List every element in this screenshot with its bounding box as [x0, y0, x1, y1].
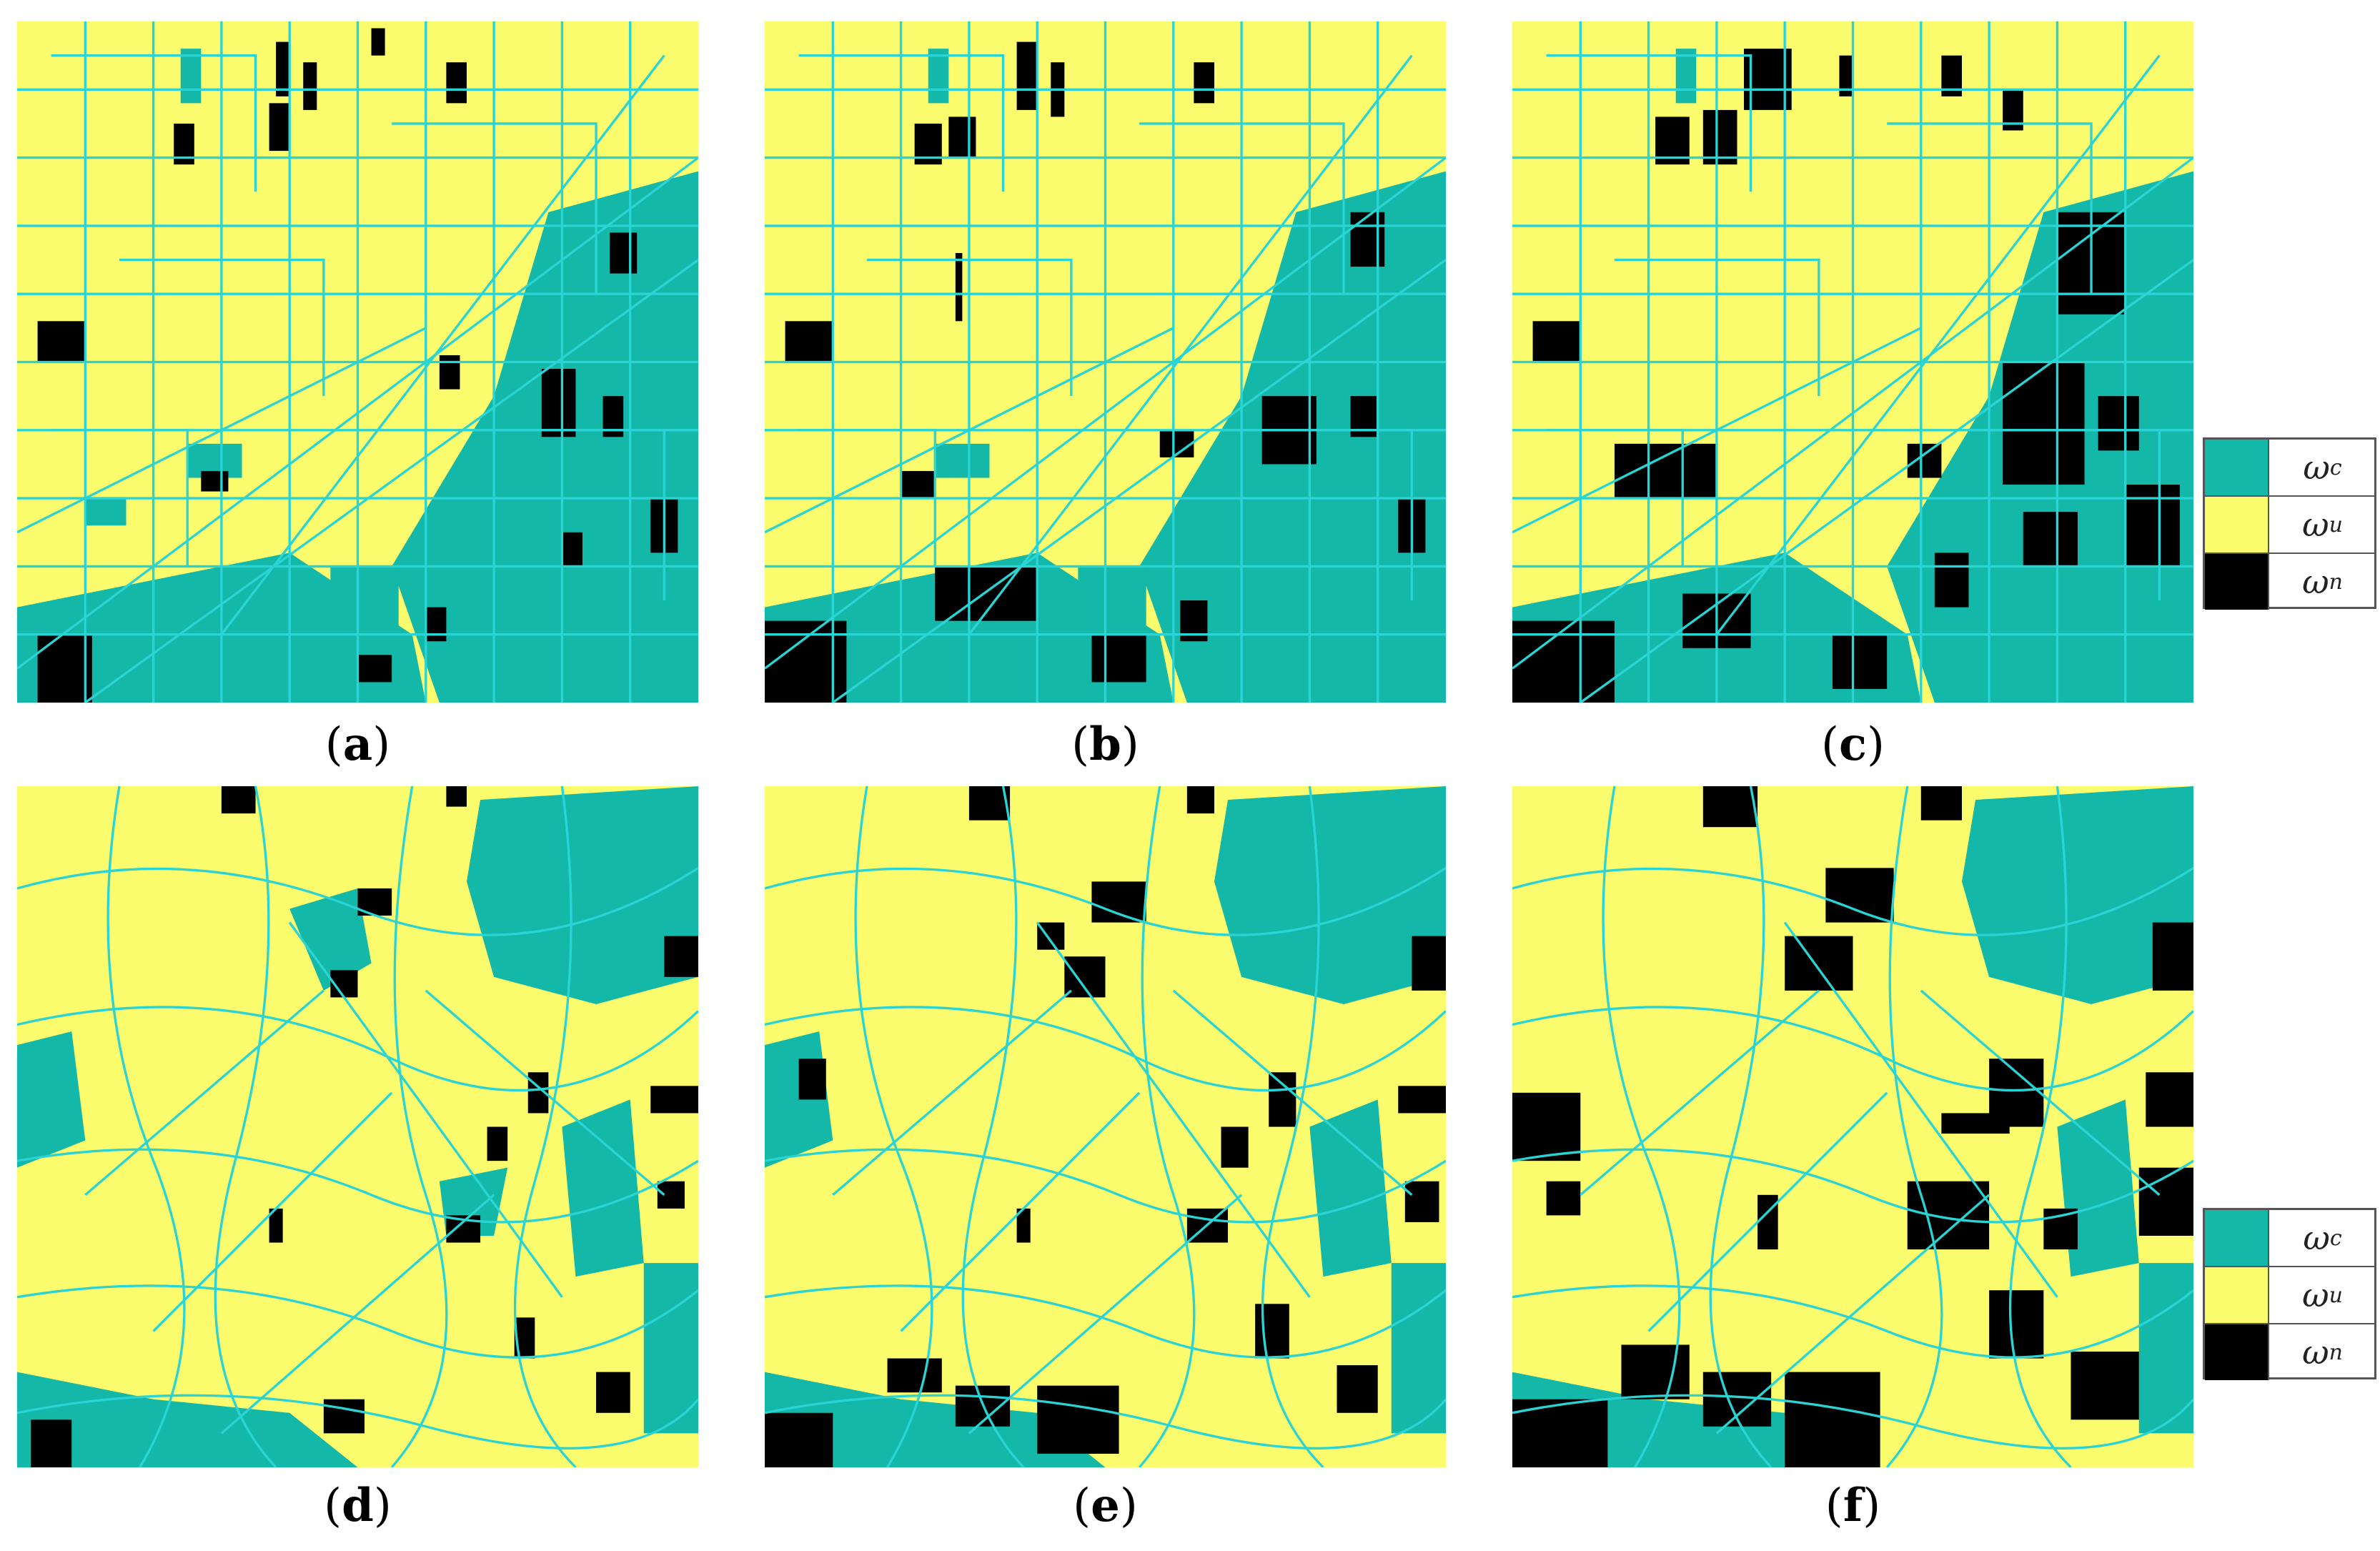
panel-caption-d: (d) [324, 1479, 392, 1532]
panel-caption-f: (f) [1825, 1479, 1881, 1532]
segmentation-map-c [1512, 21, 2193, 703]
legend-swatch-uncertain [2205, 554, 2269, 610]
segmentation-map-a [17, 21, 698, 703]
map-panel-c [1512, 21, 2193, 703]
legend-swatch-changed [2205, 440, 2269, 495]
legend-swatch-uncertain [2205, 1324, 2269, 1380]
segmentation-map-e [765, 786, 1446, 1467]
segmentation-map-b [765, 21, 1446, 703]
segmentation-map-d [17, 786, 698, 1467]
segmentation-map-f [1512, 786, 2193, 1467]
map-panel-b [765, 21, 1446, 703]
legend-swatch-unchanged [2205, 497, 2269, 552]
legend-swatch-changed [2205, 1210, 2269, 1266]
panel-caption-a: (a) [324, 718, 391, 771]
map-panel-e [765, 786, 1446, 1467]
panel-caption-c: (c) [1821, 718, 1885, 771]
panel-caption-b: (b) [1071, 718, 1139, 771]
legend-swatch-unchanged [2205, 1267, 2269, 1323]
panel-caption-e: (e) [1073, 1479, 1138, 1532]
map-panel-f [1512, 786, 2193, 1467]
map-panel-d [17, 786, 698, 1467]
map-panel-a [17, 21, 698, 703]
